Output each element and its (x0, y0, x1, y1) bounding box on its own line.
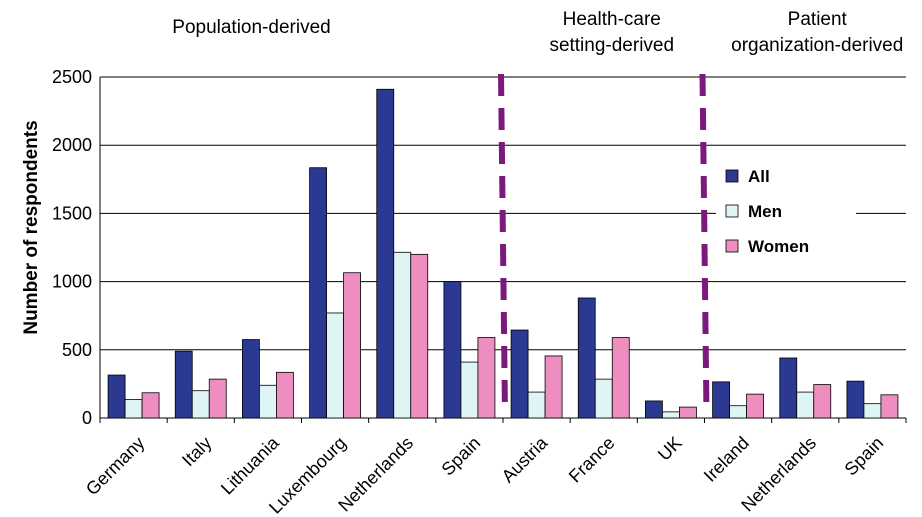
bar-all (242, 339, 260, 419)
bar-all (174, 350, 193, 419)
bar-all (443, 281, 462, 419)
group-label: Patient (788, 9, 848, 30)
legend-background (716, 153, 856, 273)
legend-swatch-all (725, 169, 739, 183)
bar-women (410, 253, 429, 419)
bar-men (863, 403, 882, 419)
bar-all (376, 88, 395, 419)
x-tick-label: Austria (498, 432, 552, 486)
group-label: organization-derived (731, 35, 903, 56)
bar-women (343, 272, 361, 419)
bar-women (813, 384, 832, 419)
y-tick-label: 2500 (52, 67, 92, 87)
bar-women (141, 392, 160, 419)
bar-women (880, 394, 899, 419)
bar-all (645, 400, 663, 419)
bar-all (309, 167, 327, 419)
group-divider-line (699, 73, 710, 415)
bar-all (577, 297, 596, 419)
bar-all (510, 329, 529, 419)
bar-men (729, 405, 747, 419)
legend-label-women: Women (748, 237, 809, 256)
bar-women (679, 406, 697, 419)
bar-men (326, 312, 344, 419)
group-divider-line (498, 73, 508, 415)
bar-all (846, 380, 865, 419)
x-tick-label: UK (654, 433, 686, 465)
bar-men (662, 411, 680, 419)
bar-women (611, 337, 630, 419)
y-tick-label: 0 (82, 408, 92, 428)
group-label: Population-derived (172, 17, 330, 38)
y-tick-label: 1000 (52, 272, 92, 292)
x-tick-label: Ireland (700, 433, 753, 486)
legend-label-men: Men (748, 202, 782, 221)
bar-men (259, 384, 277, 419)
bar-men (124, 399, 143, 419)
group-label: Health-care (563, 9, 661, 30)
x-tick-label: Spain (841, 433, 888, 480)
group-label: setting-derived (549, 35, 674, 56)
bar-men (594, 378, 613, 419)
bar-women (746, 393, 764, 419)
bar-women (276, 371, 294, 419)
bar-men (527, 391, 546, 419)
bar-men (191, 390, 210, 419)
x-tick-label: Germany (82, 433, 148, 499)
y-axis-title: Number of respondents (21, 120, 42, 334)
legend-swatch-women (725, 239, 739, 253)
x-tick-label: France (565, 433, 619, 487)
y-tick-label: 1500 (52, 203, 92, 223)
legend-swatch-men (725, 204, 739, 218)
x-tick-label: Spain (438, 433, 485, 480)
bar-men (393, 251, 412, 419)
bar-men (796, 391, 815, 419)
bar-women (208, 378, 227, 419)
bar-all (712, 381, 730, 419)
bar-men (460, 361, 479, 419)
bar-women (477, 337, 496, 419)
x-tick-label: Italy (178, 433, 215, 470)
y-tick-label: 500 (62, 340, 92, 360)
y-tick-label: 2000 (52, 135, 92, 155)
x-tick-label: Lithuania (217, 432, 284, 499)
bar-women (544, 355, 563, 419)
legend-label-all: All (748, 167, 770, 186)
bar-all (779, 357, 798, 419)
bar-all (107, 374, 126, 419)
